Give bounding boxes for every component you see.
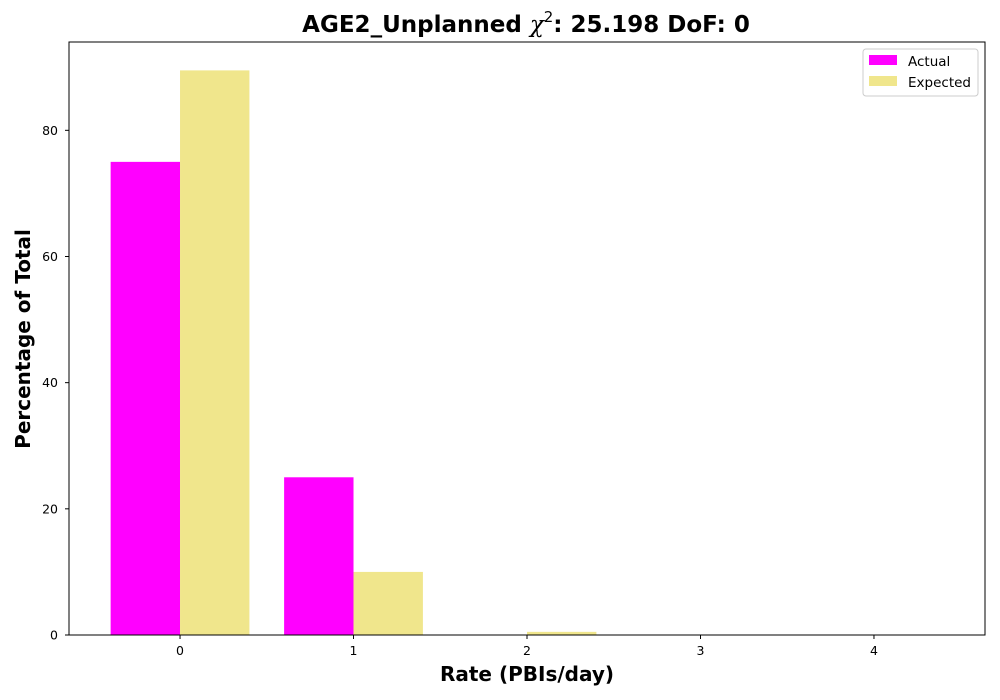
x-axis-label: Rate (PBIs/day) [440, 662, 614, 686]
legend-label-expected: Expected [908, 75, 971, 91]
bar-expected-0 [180, 70, 250, 635]
y-tick-label: 0 [50, 628, 58, 643]
y-tick-label: 40 [42, 375, 58, 390]
legend-swatch-actual [869, 55, 897, 65]
y-axis: 0 20 40 60 80 [42, 123, 69, 643]
legend-swatch-expected [869, 76, 897, 86]
x-tick-label: 2 [523, 643, 531, 658]
x-tick-label: 3 [697, 643, 705, 658]
chart-title: AGE2_Unplanned χ2: 25.198 DoF: 0 [302, 8, 750, 38]
bar-actual-0 [110, 161, 181, 636]
x-tick-label: 1 [350, 643, 358, 658]
x-axis: 0 1 2 3 4 [176, 635, 878, 658]
y-tick-label: 80 [42, 123, 58, 138]
legend-label-actual: Actual [908, 54, 950, 70]
x-tick-label: 4 [870, 643, 878, 658]
legend: Actual Expected [862, 48, 979, 97]
bar-expected-1 [353, 571, 423, 635]
bars-group [110, 70, 597, 636]
y-tick-label: 20 [42, 501, 58, 516]
bar-expected-2 [527, 631, 597, 635]
y-tick-label: 60 [42, 249, 58, 264]
x-tick-label: 0 [176, 643, 184, 658]
bar-actual-1 [284, 477, 354, 635]
y-axis-label: Percentage of Total [11, 229, 35, 449]
